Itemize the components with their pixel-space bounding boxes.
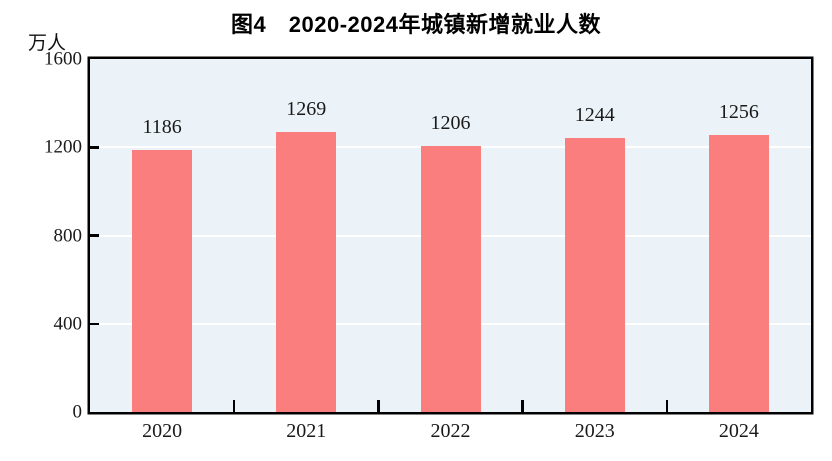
bar-value-label-2020: 1186: [142, 116, 182, 139]
bar-value-label-2021: 1269: [286, 98, 327, 121]
x-axis-label-2023: 2023: [574, 420, 615, 442]
bar-2024: [708, 134, 769, 412]
x-tick-mark: [521, 400, 524, 412]
plot-area: 1186 1269 1206 1244 1256: [90, 59, 811, 412]
x-tick-mark: [232, 400, 236, 412]
y-tick-label: 0: [72, 401, 83, 423]
bar-2023: [564, 137, 625, 412]
x-axis-label-2020: 2020: [142, 420, 183, 442]
bar-value-label-2023: 1244: [574, 103, 615, 126]
bar-value-label-2022: 1206: [430, 111, 471, 134]
x-tick-mark: [377, 400, 380, 412]
y-tick-mark: [90, 322, 99, 325]
bar-2021: [276, 132, 337, 412]
y-tick-label: 1200: [44, 136, 82, 158]
bar-2022: [420, 145, 481, 412]
y-tick-mark: [90, 146, 99, 149]
chart-title: 图4 2020-2024年城镇新增就业人数: [231, 12, 601, 37]
x-axis-label-2022: 2022: [430, 420, 471, 442]
x-tick-mark: [665, 400, 669, 412]
y-axis-unit-label: 万人: [28, 33, 67, 54]
x-axis-label-2021: 2021: [286, 420, 327, 442]
bar-value-label-2024: 1256: [718, 100, 759, 123]
y-tick-label: 800: [53, 225, 83, 246]
y-tick-label: 400: [53, 313, 83, 335]
x-axis-label-2024: 2024: [718, 420, 759, 442]
y-tick-mark: [90, 234, 99, 237]
bar-2020: [132, 150, 193, 412]
y-tick-label: 1600: [44, 48, 82, 70]
